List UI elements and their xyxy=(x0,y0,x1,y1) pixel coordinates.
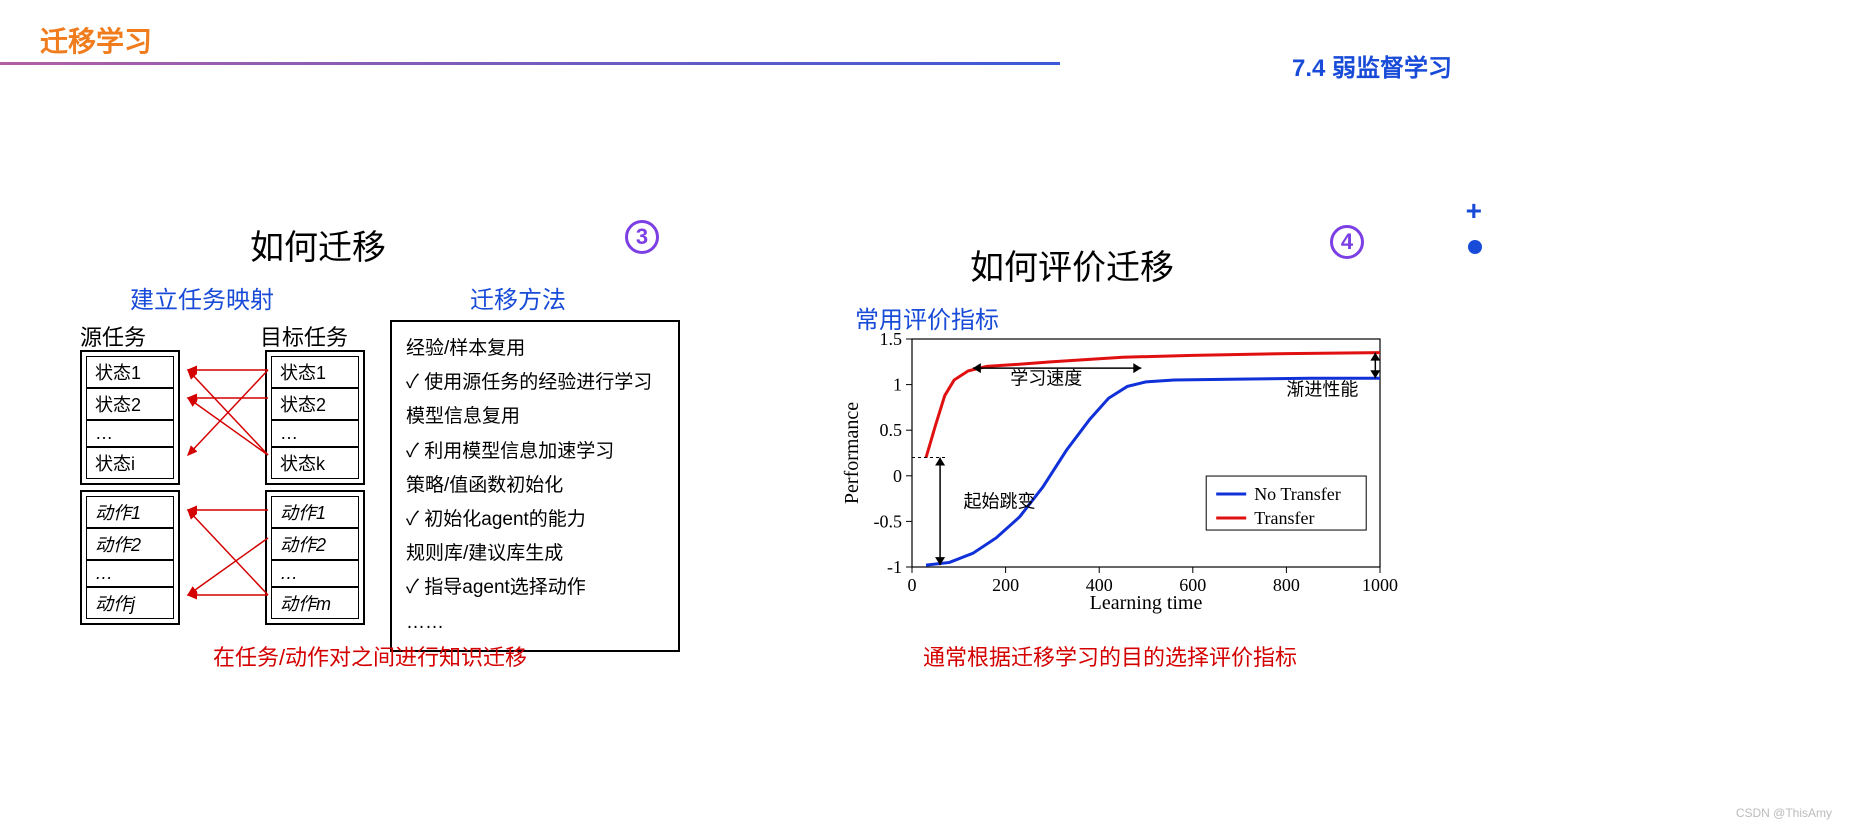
section-number: 7.4 弱监督学习 xyxy=(1292,48,1452,83)
svg-text:-0.5: -0.5 xyxy=(874,511,903,531)
svg-text:800: 800 xyxy=(1273,575,1300,595)
svg-text:渐进性能: 渐进性能 xyxy=(1286,380,1358,400)
badge-4: 4 xyxy=(1330,225,1364,259)
plus-icon: + xyxy=(1466,195,1482,227)
method-item: 模型信息复用 xyxy=(406,400,664,434)
method-item: 利用模型信息加速学习 xyxy=(406,435,664,469)
dot-icon xyxy=(1468,240,1482,254)
svg-text:0: 0 xyxy=(893,466,902,486)
badge-3: 3 xyxy=(625,220,659,254)
mapping-arrows xyxy=(70,220,390,640)
watermark: CSDN @ThisAmy xyxy=(1736,806,1832,820)
evaluation-chart: 02004006008001000-1-0.500.511.5Learning … xyxy=(840,325,1400,620)
left-sub-methods: 迁移方法 xyxy=(470,280,566,315)
method-item: 经验/样本复用 xyxy=(406,332,664,366)
svg-text:-1: -1 xyxy=(887,557,902,577)
svg-text:No Transfer: No Transfer xyxy=(1254,484,1341,504)
transfer-methods-box: 经验/样本复用使用源任务的经验进行学习模型信息复用利用模型信息加速学习策略/值函… xyxy=(390,320,680,652)
svg-text:1.5: 1.5 xyxy=(880,329,903,349)
method-item: 规则库/建议库生成 xyxy=(406,537,664,571)
svg-text:0: 0 xyxy=(908,575,917,595)
method-item: 使用源任务的经验进行学习 xyxy=(406,366,664,400)
svg-text:起始跳变: 起始跳变 xyxy=(963,492,1035,512)
svg-text:1000: 1000 xyxy=(1362,575,1398,595)
method-item: 策略/值函数初始化 xyxy=(406,469,664,503)
svg-text:Performance: Performance xyxy=(841,402,863,504)
left-caption: 在任务/动作对之间进行知识迁移 xyxy=(160,640,580,672)
method-item: …… xyxy=(406,606,664,640)
svg-text:学习速度: 学习速度 xyxy=(1010,369,1082,389)
svg-text:Transfer: Transfer xyxy=(1254,508,1314,528)
topic-title: 迁移学习 xyxy=(40,20,152,60)
method-item: 初始化agent的能力 xyxy=(406,503,664,537)
svg-text:0.5: 0.5 xyxy=(880,420,903,440)
svg-text:200: 200 xyxy=(992,575,1019,595)
method-item: 指导agent选择动作 xyxy=(406,571,664,605)
svg-text:1: 1 xyxy=(893,375,902,395)
header-rule xyxy=(0,62,1060,65)
svg-text:Learning time: Learning time xyxy=(1090,592,1203,614)
right-caption: 通常根据迁移学习的目的选择评价指标 xyxy=(850,640,1370,672)
right-panel-title: 如何评价迁移 xyxy=(970,240,1174,289)
